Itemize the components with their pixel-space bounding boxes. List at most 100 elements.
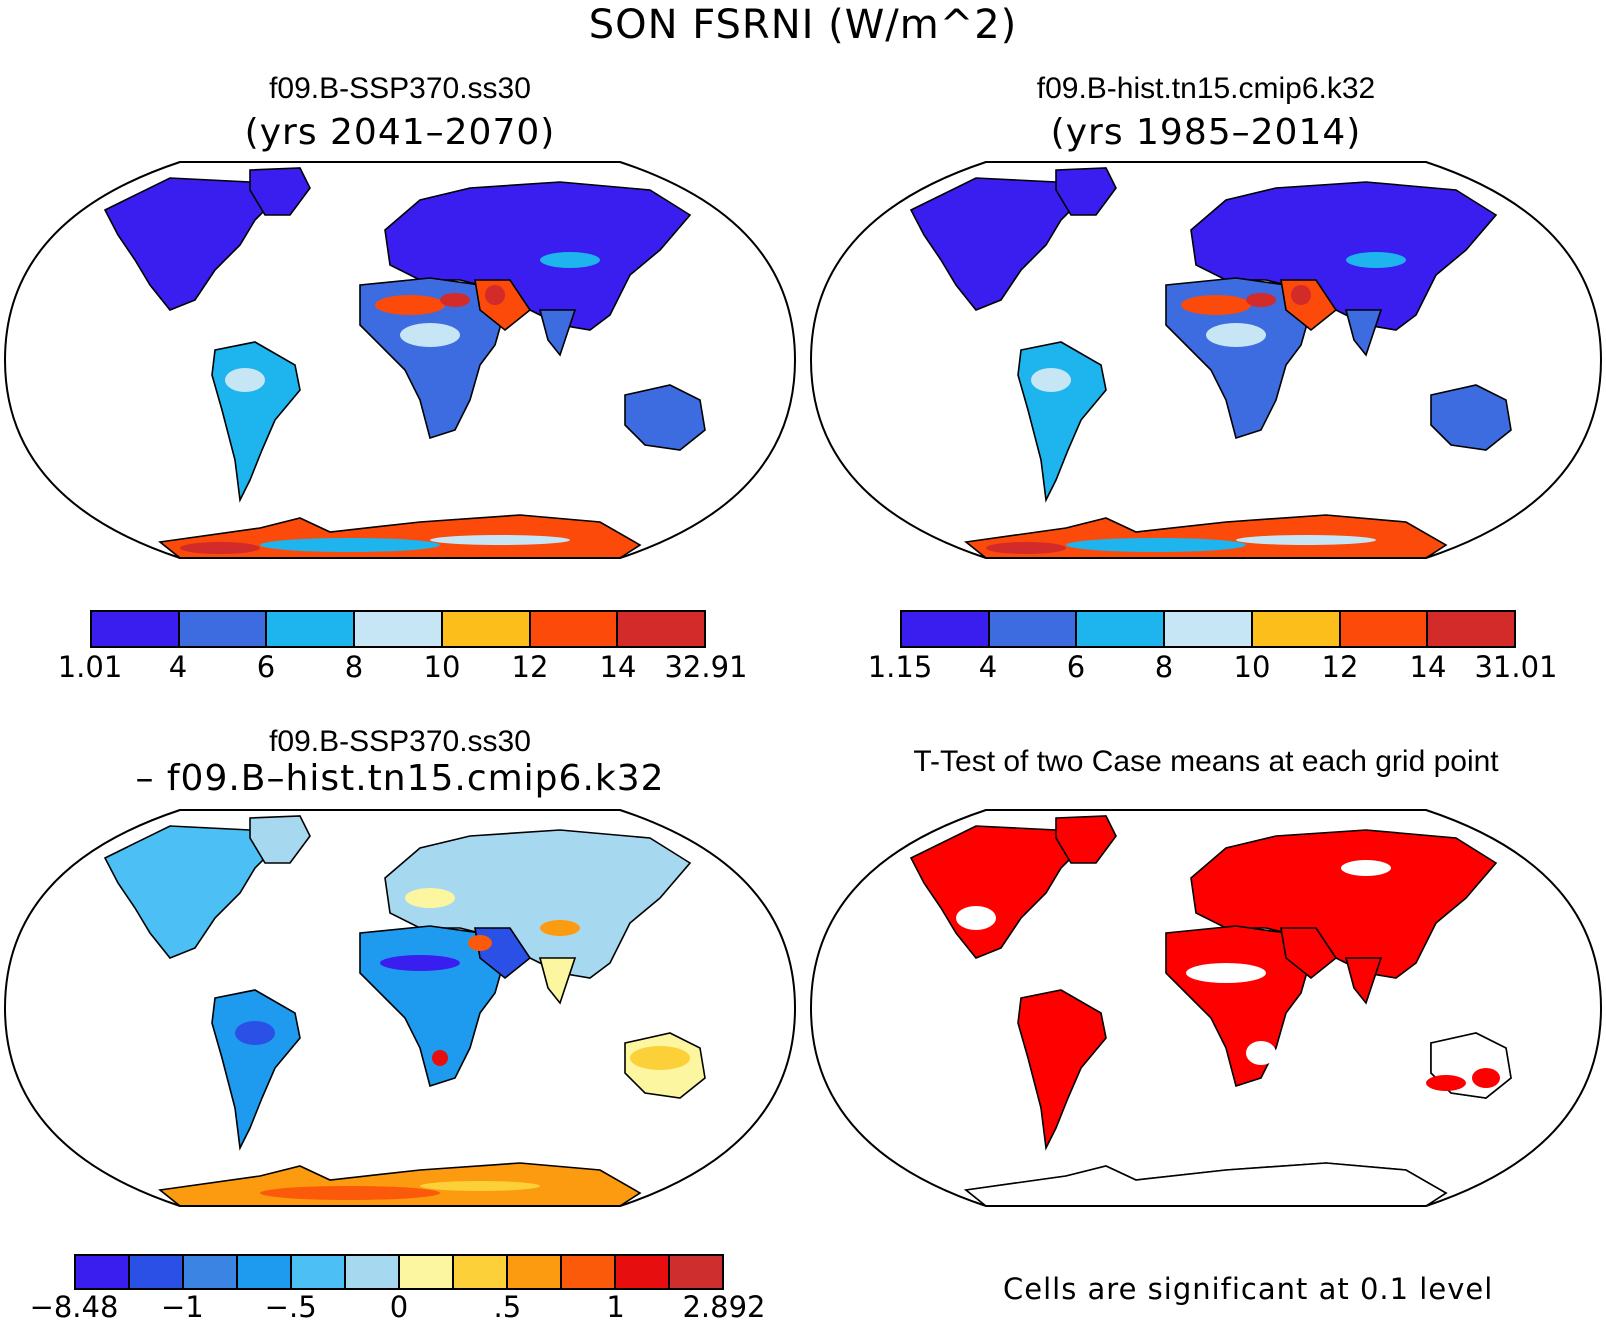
panel3-map: [3, 809, 797, 1207]
land-ant: [158, 1162, 642, 1206]
panel4-title: T-Test of two Case means at each grid po…: [913, 745, 1499, 778]
antarctic-band: [1066, 538, 1246, 552]
figure-title: SON FSRNI (W/m^2): [588, 2, 1018, 48]
colorbar-swatch: [1077, 612, 1166, 646]
panel3-colorbar-labels: −8.48 −1 −.5 0 .5 1 2.892: [30, 1290, 766, 1326]
colorbar-tick-label: 1: [606, 1290, 625, 1324]
sahel-negative: [380, 955, 460, 971]
colorbar-tick-label: 12: [511, 650, 549, 684]
australia-significant: [1426, 1075, 1466, 1091]
colorbar-tick-label: 12: [1321, 650, 1359, 684]
africa-positive: [432, 1050, 448, 1066]
panel2-colorbar: [900, 610, 1516, 648]
panel1-title: f09.B-SSP370.ss30: [269, 72, 531, 105]
colorbar-tick-label: −.5: [264, 1290, 317, 1324]
land-ind: [1344, 309, 1383, 357]
colorbar-swatch: [292, 1256, 346, 1288]
amazon-region: [1031, 368, 1071, 392]
asia-region: [540, 252, 600, 268]
sahara-hotspot: [1246, 293, 1276, 307]
amazon-region: [225, 368, 265, 392]
map-border: [809, 809, 1603, 1207]
land-grn: [249, 815, 311, 864]
antarctic-band: [986, 542, 1066, 554]
panel3-subtitle: – f09.B–hist.tn15.cmip6.k32: [135, 758, 665, 799]
colorbar-tick-label: 32.91: [664, 650, 748, 684]
colorbar-tick-label: 8: [344, 650, 364, 684]
land-grn: [1055, 815, 1117, 864]
panel2-map: [809, 161, 1603, 559]
land-na: [103, 177, 277, 311]
panel4-map: [809, 809, 1603, 1207]
colorbar-swatch: [902, 612, 990, 646]
panel1-subtitle: (yrs 2041–2070): [244, 112, 556, 153]
sahara-hotspot: [375, 295, 445, 315]
colorbar-swatch: [92, 612, 180, 646]
map-border: [3, 809, 797, 1207]
colorbar-swatch: [670, 1256, 722, 1288]
colorbar-tick-label: 14: [1409, 650, 1447, 684]
map-border: [3, 161, 797, 559]
panel1-map: [3, 161, 797, 559]
colorbar-swatch: [442, 612, 531, 646]
colorbar-tick-label: 4: [168, 650, 188, 684]
panel3-title: f09.B-SSP370.ss30: [269, 725, 531, 758]
panel1-colorbar: [90, 610, 706, 648]
colorbar-swatch: [618, 612, 705, 646]
colorbar-tick-label: 10: [423, 650, 461, 684]
colorbar-swatch: [1428, 612, 1515, 646]
land-grn: [1055, 167, 1117, 216]
land-ant: [964, 1162, 1448, 1206]
land-arab: [1280, 927, 1338, 980]
panel2-subtitle: (yrs 1985–2014): [1050, 112, 1362, 153]
map-border: [809, 161, 1603, 559]
antarctic-positive: [420, 1181, 540, 1191]
sahara-hotspot: [440, 293, 470, 307]
colorbar-tick-label: 14: [599, 650, 637, 684]
land-ind: [1344, 957, 1383, 1005]
arabia-hotspot: [485, 285, 505, 305]
colorbar-swatch: [355, 612, 443, 646]
colorbar-tick-label: 6: [1066, 650, 1086, 684]
antarctic-positive: [260, 1186, 440, 1200]
land-sa: [1017, 341, 1107, 503]
land-au: [624, 384, 706, 451]
colorbar-swatch: [454, 1256, 508, 1288]
land-ind: [538, 309, 577, 357]
panel2-title: f09.B-hist.tn15.cmip6.k32: [1036, 72, 1376, 105]
colorbar-swatch: [76, 1256, 130, 1288]
colorbar-tick-label: −8.48: [29, 1290, 119, 1324]
land-na: [103, 825, 277, 959]
arabia-hotspot: [1291, 285, 1311, 305]
colorbar-swatch: [267, 612, 356, 646]
australia-significant: [1472, 1068, 1500, 1088]
not-significant: [1341, 860, 1391, 876]
colorbar-swatch: [400, 1256, 454, 1288]
colorbar-swatch: [346, 1256, 400, 1288]
colorbar-tick-label: 4: [978, 650, 998, 684]
colorbar-swatch: [989, 612, 1078, 646]
sahara-hotspot: [1181, 295, 1251, 315]
colorbar-tick-label: 31.01: [1474, 650, 1558, 684]
colorbar-swatch: [179, 612, 268, 646]
colorbar-tick-label: 6: [256, 650, 276, 684]
amazon-negative: [235, 1021, 275, 1045]
arabia-positive: [468, 935, 492, 951]
panel3-colorbar: [74, 1254, 724, 1290]
not-significant: [1186, 963, 1266, 983]
colorbar-swatch: [562, 1256, 616, 1288]
land-na: [909, 825, 1083, 959]
land-na: [909, 177, 1083, 311]
colorbar-swatch: [1252, 612, 1341, 646]
india-positive: [540, 920, 580, 936]
land-sa: [211, 341, 301, 503]
colorbar-swatch: [238, 1256, 292, 1288]
colorbar-tick-label: 2.892: [682, 1290, 766, 1324]
colorbar-swatch: [616, 1256, 670, 1288]
colorbar-tick-label: 0: [389, 1290, 409, 1324]
colorbar-tick-label: 8: [1154, 650, 1174, 684]
significance-note: Cells are significant at 0.1 level: [1003, 1272, 1494, 1306]
land-grn: [249, 167, 311, 216]
land-sa: [211, 989, 301, 1151]
not-significant: [1246, 1041, 1276, 1065]
